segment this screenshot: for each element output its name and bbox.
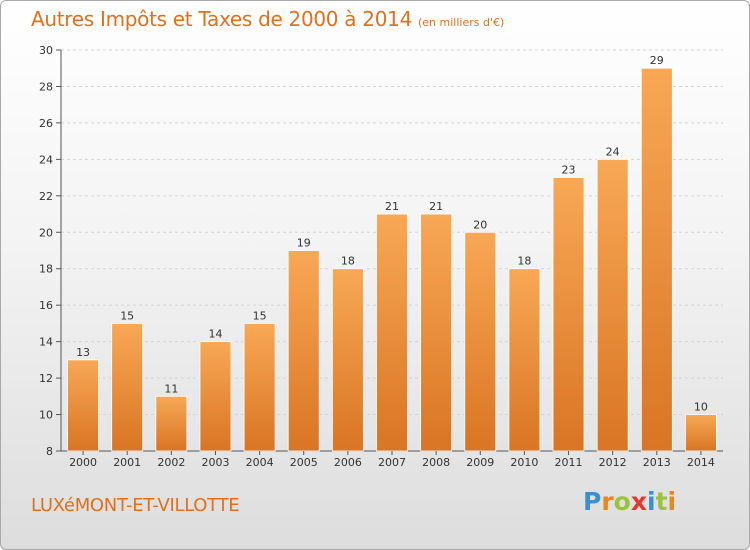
data-label: 15 xyxy=(120,309,134,322)
logo-letter: i xyxy=(647,487,656,516)
logo-letter: P xyxy=(583,487,602,516)
bar-2007 xyxy=(376,213,408,452)
data-label: 20 xyxy=(473,218,487,231)
data-label: 24 xyxy=(606,145,620,158)
data-label: 13 xyxy=(76,346,90,359)
x-tick-label: 2004 xyxy=(246,456,274,469)
data-label: 18 xyxy=(517,255,531,268)
x-tick-label: 2006 xyxy=(334,456,362,469)
y-tick-label: 10 xyxy=(39,409,53,422)
data-label: 18 xyxy=(341,255,355,268)
y-tick-label: 16 xyxy=(39,299,53,312)
logo-letter: o xyxy=(613,487,631,516)
bar-2006 xyxy=(331,268,364,452)
bar-2009 xyxy=(464,231,497,452)
y-tick-label: 30 xyxy=(39,44,53,57)
data-label: 19 xyxy=(297,237,311,250)
x-tick-label: 2000 xyxy=(69,456,97,469)
bar-2011 xyxy=(552,177,585,452)
x-tick-label: 2003 xyxy=(201,456,229,469)
x-tick-label: 2001 xyxy=(113,456,141,469)
logo-letter: x xyxy=(630,487,647,516)
data-label: 10 xyxy=(694,401,708,414)
data-label: 29 xyxy=(650,54,664,67)
chart-unit: (en milliers d'€) xyxy=(418,16,505,29)
bar-2004 xyxy=(243,323,276,452)
bar-2003 xyxy=(199,341,232,452)
data-label: 14 xyxy=(208,328,222,341)
bar-2012 xyxy=(596,158,629,452)
x-tick-label: 2010 xyxy=(510,456,538,469)
x-tick-label: 2014 xyxy=(687,456,715,469)
y-tick-label: 26 xyxy=(39,117,53,130)
bar-2010 xyxy=(508,268,541,452)
x-tick-label: 2002 xyxy=(157,456,185,469)
logo-letter: r xyxy=(601,487,614,516)
commune-name: LUXéMONT-ET-VILLOTTE xyxy=(31,495,240,516)
x-tick-label: 2005 xyxy=(290,456,318,469)
y-tick-label: 14 xyxy=(39,336,53,349)
bar-2008 xyxy=(420,213,453,452)
data-label: 11 xyxy=(164,382,178,395)
chart-title: Autres Impôts et Taxes de 2000 à 2014 (en… xyxy=(31,7,504,31)
proxiti-logo: Proxiti xyxy=(583,487,676,516)
x-tick-label: 2008 xyxy=(422,456,450,469)
y-tick-label: 28 xyxy=(39,80,53,93)
data-label: 21 xyxy=(429,200,443,213)
x-tick-label: 2009 xyxy=(466,456,494,469)
y-tick-label: 24 xyxy=(39,153,53,166)
chart-title-text: Autres Impôts et Taxes de 2000 à 2014 xyxy=(31,7,412,31)
y-tick-label: 18 xyxy=(39,263,53,276)
bar-2014 xyxy=(685,414,717,452)
y-tick-label: 8 xyxy=(46,445,53,458)
y-tick-label: 22 xyxy=(39,190,53,203)
bar-2002 xyxy=(155,395,188,452)
x-tick-label: 2007 xyxy=(378,456,406,469)
x-tick-label: 2011 xyxy=(555,456,583,469)
bar-2013 xyxy=(640,67,673,452)
bar-2000 xyxy=(67,359,99,452)
data-label: 23 xyxy=(562,164,576,177)
x-tick-label: 2012 xyxy=(599,456,627,469)
y-tick-label: 12 xyxy=(39,372,53,385)
bar-2001 xyxy=(111,323,144,452)
logo-letter: i xyxy=(667,487,677,516)
y-tick-label: 20 xyxy=(39,226,53,239)
x-tick-label: 2013 xyxy=(643,456,671,469)
data-label: 21 xyxy=(385,200,399,213)
logo-letter: t xyxy=(655,487,668,516)
data-label: 15 xyxy=(253,309,267,322)
bar-2005 xyxy=(287,250,320,452)
